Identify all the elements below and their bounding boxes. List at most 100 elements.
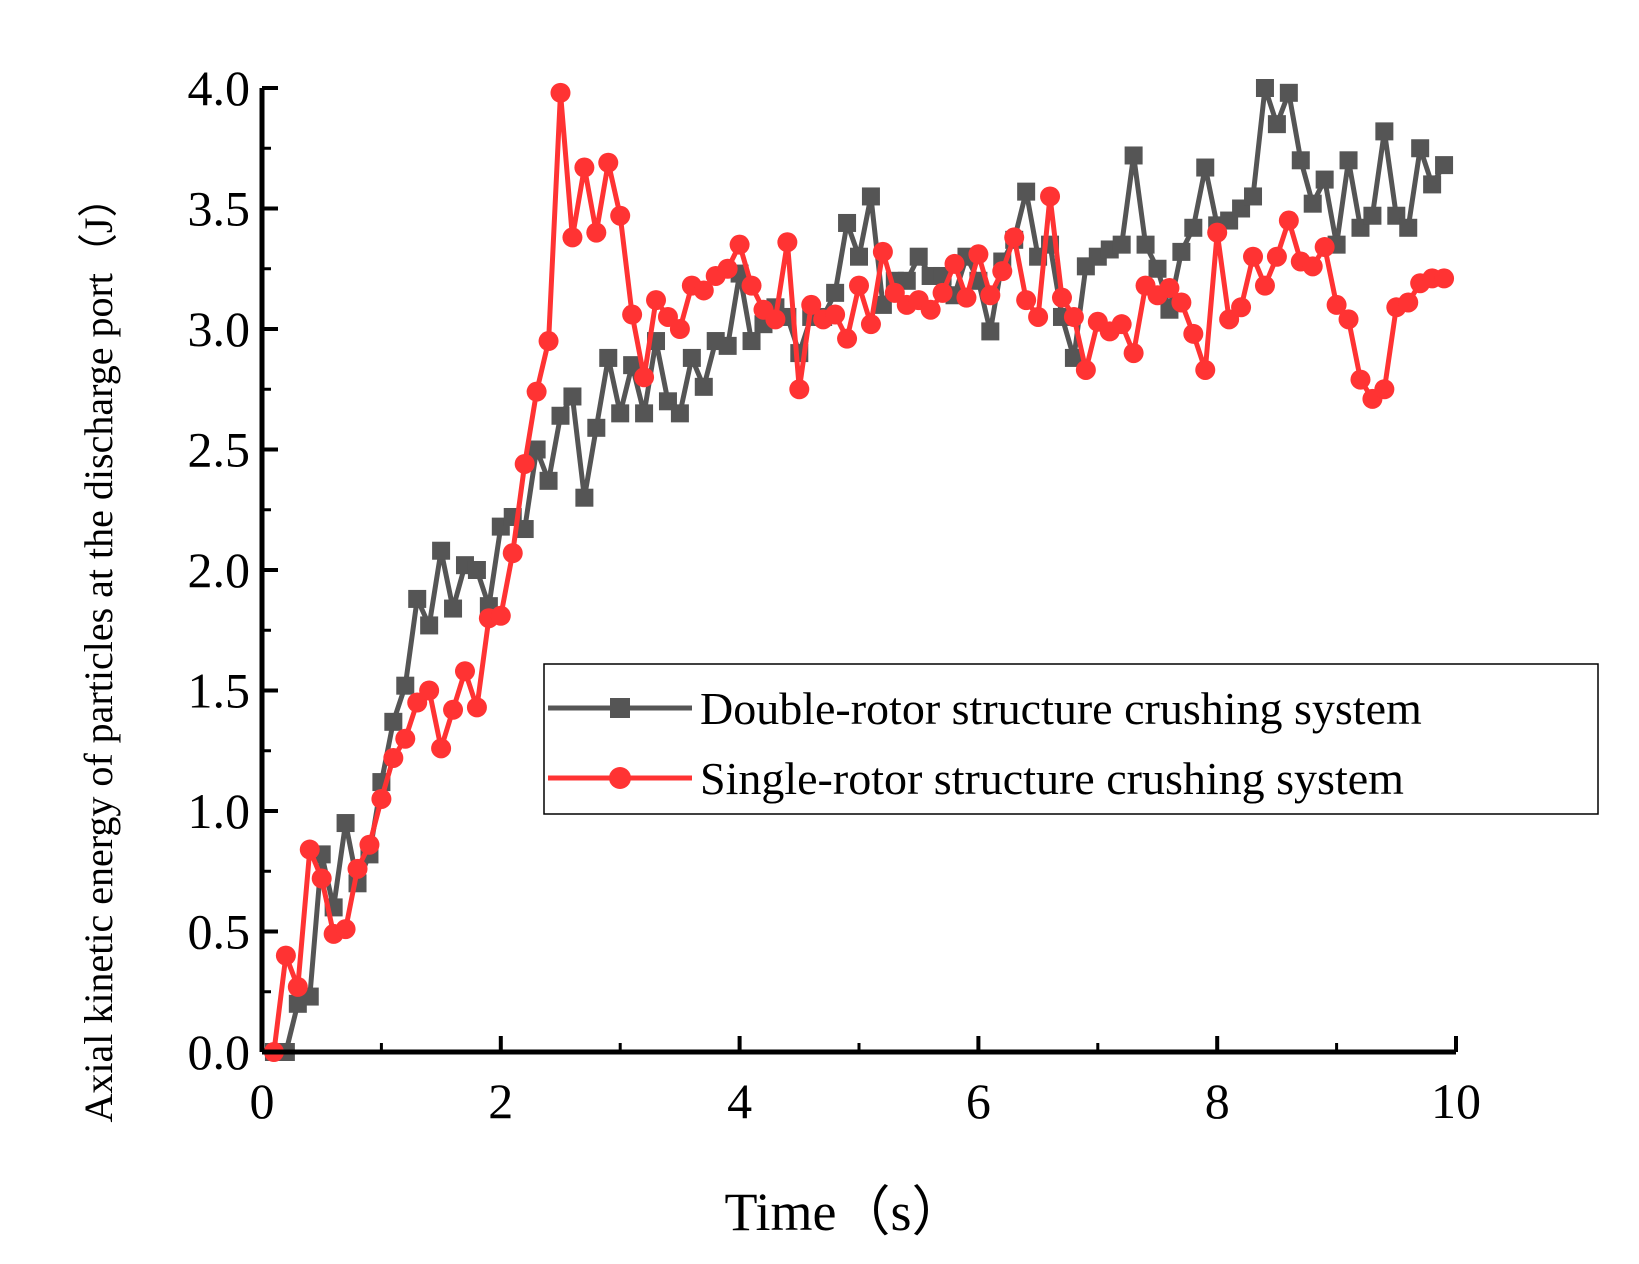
data-point — [801, 294, 822, 315]
data-point — [299, 839, 320, 860]
data-point — [1398, 292, 1419, 313]
data-point — [1266, 246, 1287, 267]
data-point — [1016, 290, 1037, 311]
data-point — [1350, 369, 1371, 390]
data-point — [825, 304, 846, 325]
legend-box — [543, 663, 1599, 815]
data-point — [587, 418, 606, 437]
data-point — [395, 728, 416, 749]
data-point — [944, 253, 965, 274]
data-point — [1279, 83, 1298, 102]
data-point — [1267, 115, 1286, 134]
data-point — [538, 331, 559, 352]
data-point — [992, 261, 1013, 282]
data-point — [1148, 259, 1167, 278]
data-point — [586, 222, 607, 243]
data-point — [1315, 170, 1334, 189]
data-point — [359, 834, 380, 855]
y-tick-label: 4.0 — [188, 60, 251, 116]
data-point — [826, 283, 845, 302]
data-point — [444, 599, 463, 618]
data-point — [956, 287, 977, 308]
data-point — [1171, 292, 1192, 313]
data-point — [1017, 182, 1036, 201]
data-point — [563, 387, 582, 406]
data-point — [717, 258, 738, 279]
data-point — [932, 282, 953, 303]
y-tick-label: 1.5 — [188, 663, 251, 719]
y-axis-title: Axial kinetic energy of particles at the… — [76, 178, 121, 1123]
data-point — [1231, 297, 1252, 318]
data-point — [622, 304, 643, 325]
x-axis-title: Time（s） — [724, 1182, 965, 1242]
data-point — [1172, 242, 1191, 261]
x-tick-label: 6 — [966, 1073, 991, 1129]
data-point — [849, 275, 869, 296]
data-point — [347, 858, 368, 879]
data-point — [575, 488, 594, 507]
data-point — [670, 404, 689, 423]
data-point — [1314, 237, 1335, 258]
data-point — [396, 676, 415, 695]
x-tick-label: 4 — [727, 1073, 752, 1129]
data-point — [527, 440, 546, 459]
data-point — [1064, 348, 1083, 367]
data-point — [526, 381, 547, 402]
data-point — [610, 205, 631, 226]
data-point — [420, 616, 439, 635]
data-point — [502, 543, 523, 564]
data-point — [1004, 227, 1025, 248]
data-point — [718, 336, 737, 355]
axes-layer: 0.0 0.5 1.0 1.5 2.0 2.5 3.0 3.5 4.0 0 2 4 6 8 10 — [188, 60, 1482, 1129]
data-point — [1028, 306, 1049, 327]
data-point — [1399, 218, 1418, 237]
data-point — [981, 322, 1000, 341]
data-point — [623, 356, 642, 375]
data-point — [419, 680, 440, 701]
legend-marker — [609, 767, 631, 789]
data-point — [693, 280, 714, 301]
data-point — [646, 290, 667, 311]
data-point — [1159, 278, 1180, 299]
data-point — [1374, 379, 1395, 400]
data-point — [729, 234, 750, 255]
series-line — [271, 90, 1445, 1053]
data-point — [1291, 151, 1310, 170]
legend: Double-rotor structure crushing system Si… — [543, 663, 1599, 815]
data-point — [909, 247, 928, 266]
data-point — [275, 945, 296, 966]
data-point — [861, 187, 880, 206]
data-point — [838, 213, 857, 232]
data-point — [860, 314, 881, 335]
y-tick-label: 3.0 — [188, 301, 251, 357]
data-point — [968, 244, 989, 265]
data-point — [1111, 314, 1132, 335]
data-point — [635, 404, 654, 423]
data-point — [431, 738, 452, 759]
series-single-rotor — [263, 82, 1455, 1062]
data-point — [897, 271, 916, 290]
data-point — [1124, 146, 1143, 165]
data-point — [598, 152, 619, 173]
legend-label: Single-rotor structure crushing system — [700, 753, 1404, 804]
data-point — [1040, 186, 1061, 207]
data-point — [599, 348, 618, 367]
data-point — [562, 227, 583, 248]
data-point — [1302, 256, 1323, 277]
data-point — [467, 561, 486, 579]
y-tick-label: 3.5 — [188, 181, 251, 237]
series-double-rotor — [264, 79, 1454, 1061]
data-point — [1255, 79, 1274, 97]
data-point — [872, 241, 893, 262]
data-point — [1326, 294, 1347, 315]
y-tick-label: 2.0 — [188, 542, 251, 598]
data-point — [765, 309, 786, 330]
data-point — [1435, 156, 1454, 175]
x-tick-label: 2 — [488, 1073, 513, 1129]
data-point — [1254, 275, 1275, 296]
data-point — [1278, 210, 1299, 231]
data-point — [371, 788, 392, 809]
data-point — [432, 541, 451, 560]
